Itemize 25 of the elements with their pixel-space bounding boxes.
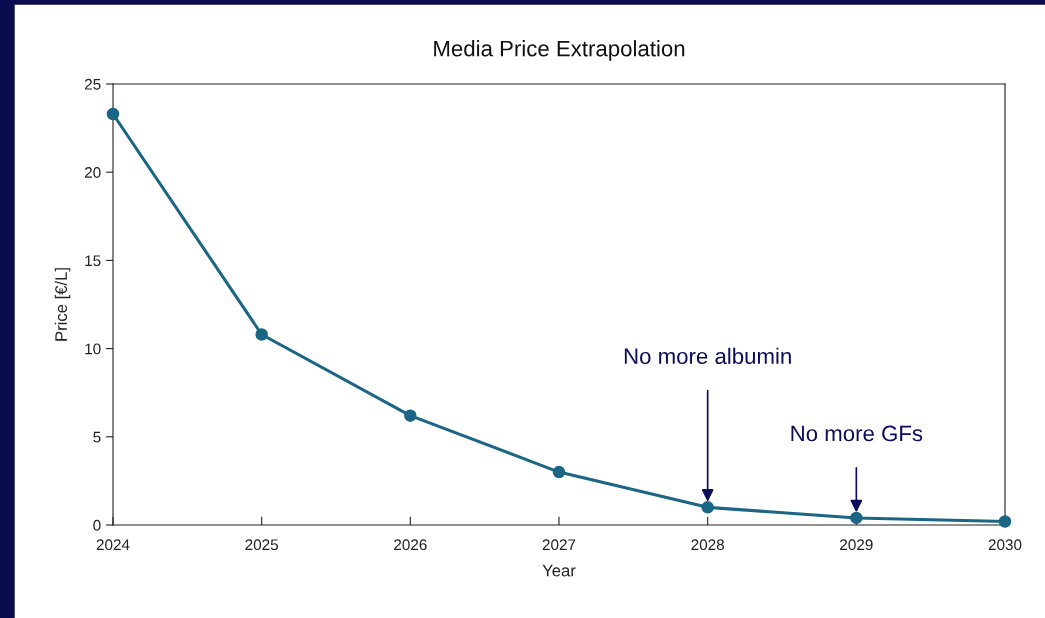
x-tick-label: 2027: [542, 539, 576, 551]
point: [850, 511, 863, 525]
point: [701, 501, 714, 514]
y-tick-label: 0: [93, 519, 101, 531]
point: [106, 107, 120, 121]
x-axis-title: Year: [542, 564, 576, 577]
x-tick-label: 2024: [96, 539, 130, 551]
y-tick-label: 5: [93, 431, 101, 443]
point: [552, 465, 566, 479]
x-tick-label: 2025: [245, 539, 279, 551]
point: [404, 409, 417, 422]
y-tick-label: 25: [84, 78, 101, 90]
x-tick-label: 2030: [988, 539, 1022, 551]
x-tick-label: 2026: [394, 539, 427, 551]
chart-title: Media Price Extrapolation: [434, 40, 685, 61]
y-tick-label: 20: [84, 167, 101, 178]
y-tick-label: 15: [85, 255, 101, 267]
y-tick-label: 10: [85, 343, 101, 355]
annotation: No more albumin: [624, 347, 791, 365]
x-tick-label: 2028: [691, 539, 724, 551]
point: [255, 328, 268, 341]
y-axis-title: Price [€/L]: [54, 268, 71, 341]
annotation: No more GFs: [791, 425, 923, 442]
x-tick-label: 2029: [840, 539, 873, 551]
point: [998, 515, 1012, 528]
